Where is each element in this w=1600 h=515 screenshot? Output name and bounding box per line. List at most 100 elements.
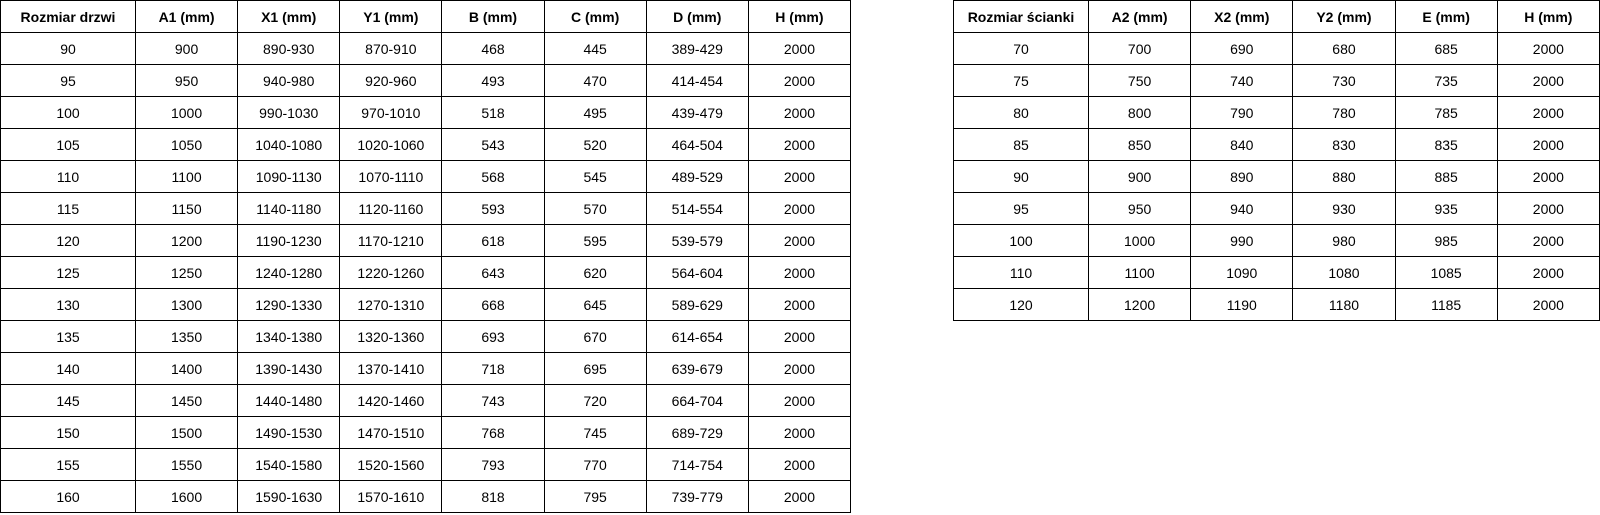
table-row: 100 1000 990 980 985 2000 — [953, 224, 1600, 257]
table-cell: 2000 — [747, 64, 852, 97]
table-cell: 735 — [1394, 64, 1498, 97]
table-cell: 880 — [1292, 160, 1396, 193]
table-cell: 750 — [1087, 64, 1192, 97]
table-cell: 539-579 — [645, 224, 749, 257]
table-cell: 2000 — [747, 320, 852, 353]
table-cell: 2000 — [747, 32, 852, 65]
table-cell: 564-604 — [645, 256, 749, 289]
table-cell: 1400 — [134, 352, 239, 385]
table-cell: 793 — [441, 448, 545, 481]
column-header: H (mm) — [1496, 0, 1600, 33]
table-row: 115 1150 1140-1180 1120-1160 593 570 514-554 20… — [0, 192, 852, 225]
table-cell: 2000 — [747, 288, 852, 321]
table-cell: 470 — [543, 64, 647, 97]
table-cell: 990 — [1190, 224, 1294, 257]
table-cell: 1200 — [1087, 288, 1192, 321]
table-cell: 489-529 — [645, 160, 749, 193]
table-cell: 120 — [953, 288, 1089, 321]
table-cell: 2000 — [1496, 32, 1600, 65]
table-cell: 1520-1560 — [339, 448, 443, 481]
table-cell: 2000 — [747, 384, 852, 417]
table-cell: 90 — [953, 160, 1089, 193]
column-header: A1 (mm) — [134, 0, 239, 33]
table-cell: 1350 — [134, 320, 239, 353]
table-cell: 643 — [441, 256, 545, 289]
table-cell: 1270-1310 — [339, 288, 443, 321]
table-cell: 950 — [134, 64, 239, 97]
table-cell: 110 — [953, 256, 1089, 289]
table-cell: 618 — [441, 224, 545, 257]
table-cell: 135 — [0, 320, 136, 353]
table-cell: 80 — [953, 96, 1089, 129]
table-cell: 935 — [1394, 192, 1498, 225]
table-cell: 1050 — [134, 128, 239, 161]
table-row: 85 850 840 830 835 2000 — [953, 128, 1600, 161]
table-cell: 739-779 — [645, 480, 749, 513]
table-cell: 514-554 — [645, 192, 749, 225]
table-cell: 495 — [543, 96, 647, 129]
table-cell: 1290-1330 — [237, 288, 341, 321]
table-cell: 2000 — [747, 96, 852, 129]
table-cell: 115 — [0, 192, 136, 225]
table-cell: 768 — [441, 416, 545, 449]
table-cell: 2000 — [1496, 288, 1600, 321]
table-cell: 1590-1630 — [237, 480, 341, 513]
table-cell: 785 — [1394, 96, 1498, 129]
table-cell: 1250 — [134, 256, 239, 289]
table-cell: 518 — [441, 96, 545, 129]
table-cell: 2000 — [747, 128, 852, 161]
table-cell: 1500 — [134, 416, 239, 449]
table-cell: 670 — [543, 320, 647, 353]
table-cell: 714-754 — [645, 448, 749, 481]
column-header: X2 (mm) — [1190, 0, 1294, 33]
table-cell: 1180 — [1292, 288, 1396, 321]
table-cell: 2000 — [1496, 224, 1600, 257]
table-cell: 780 — [1292, 96, 1396, 129]
table-cell: 1220-1260 — [339, 256, 443, 289]
table-cell: 730 — [1292, 64, 1396, 97]
table-cell: 589-629 — [645, 288, 749, 321]
table-header-row: Rozmiar drzwi A1 (mm) X1 (mm) Y1 (mm) B (mm)… — [0, 0, 852, 33]
table-cell: 1340-1380 — [237, 320, 341, 353]
table-cell: 593 — [441, 192, 545, 225]
table-row: 150 1500 1490-1530 1470-1510 768 745 689-729 20… — [0, 416, 852, 449]
table-cell: 1190-1230 — [237, 224, 341, 257]
table-row: 95 950 940 930 935 2000 — [953, 192, 1600, 225]
table-cell: 1120-1160 — [339, 192, 443, 225]
table-cell: 695 — [543, 352, 647, 385]
column-header: Rozmiar drzwi — [0, 0, 136, 33]
table-row: 90 900 890 880 885 2000 — [953, 160, 1600, 193]
table-cell: 614-654 — [645, 320, 749, 353]
table-cell: 145 — [0, 384, 136, 417]
table-cell: 1100 — [134, 160, 239, 193]
table-cell: 890-930 — [237, 32, 341, 65]
table-row: 125 1250 1240-1280 1220-1260 643 620 564-604 20… — [0, 256, 852, 289]
table-cell: 1440-1480 — [237, 384, 341, 417]
table-cell: 850 — [1087, 128, 1192, 161]
table-cell: 1240-1280 — [237, 256, 341, 289]
table-cell: 693 — [441, 320, 545, 353]
table-cell: 885 — [1394, 160, 1498, 193]
table-cell: 1490-1530 — [237, 416, 341, 449]
table-cell: 545 — [543, 160, 647, 193]
table-cell: 980 — [1292, 224, 1396, 257]
table-row: 120 1200 1190-1230 1170-1210 618 595 539-579 20… — [0, 224, 852, 257]
table-cell: 543 — [441, 128, 545, 161]
table-cell: 2000 — [1496, 256, 1600, 289]
table-cell: 468 — [441, 32, 545, 65]
column-header: A2 (mm) — [1087, 0, 1192, 33]
table-cell: 940 — [1190, 192, 1294, 225]
table-cell: 1140-1180 — [237, 192, 341, 225]
table-cell: 970-1010 — [339, 96, 443, 129]
table-row: 90 900 890-930 870-910 468 445 389-429 2000 — [0, 32, 852, 65]
table-row: 80 800 790 780 785 2000 — [953, 96, 1600, 129]
wall-size-table: Rozmiar ścianki A2 (mm) X2 (mm) Y2 (mm) E (m… — [953, 0, 1600, 321]
table-row: 110 1100 1090-1130 1070-1110 568 545 489-529 20… — [0, 160, 852, 193]
table-cell: 700 — [1087, 32, 1192, 65]
table-cell: 1200 — [134, 224, 239, 257]
table-cell: 2000 — [1496, 192, 1600, 225]
table-cell: 1470-1510 — [339, 416, 443, 449]
table-cell: 1020-1060 — [339, 128, 443, 161]
door-size-table: Rozmiar drzwi A1 (mm) X1 (mm) Y1 (mm) B (mm)… — [0, 0, 852, 513]
table-cell: 95 — [953, 192, 1089, 225]
